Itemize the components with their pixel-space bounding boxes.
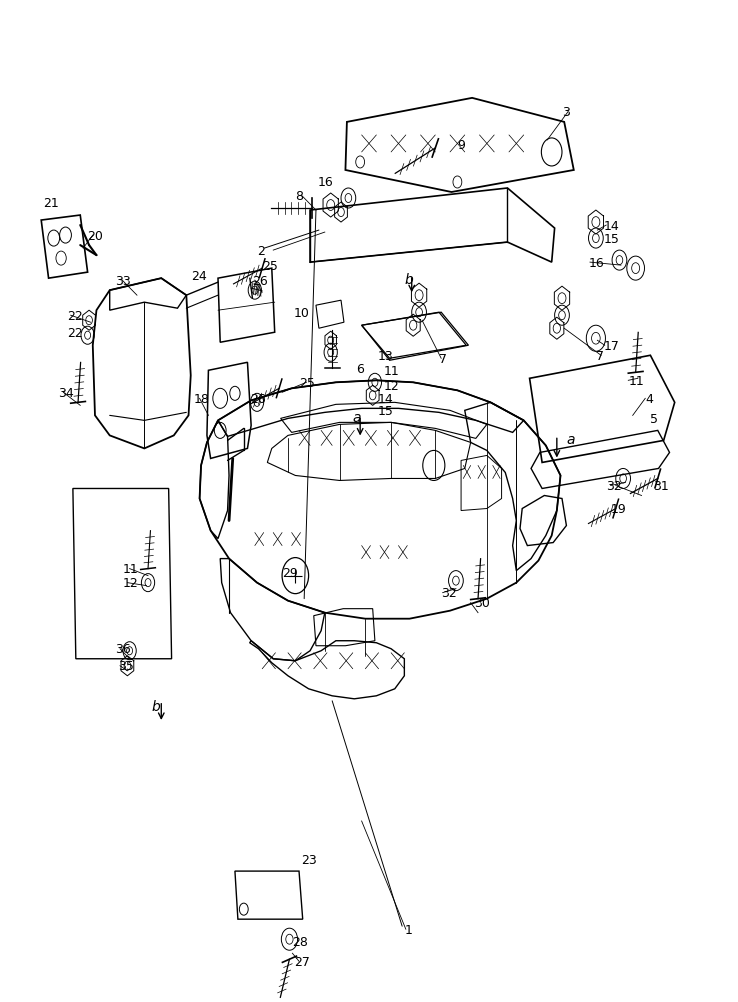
Text: 29: 29 bbox=[282, 566, 298, 579]
Text: a: a bbox=[566, 433, 575, 447]
Text: 24: 24 bbox=[190, 270, 207, 283]
Text: 9: 9 bbox=[458, 139, 465, 152]
Text: 10: 10 bbox=[294, 307, 310, 320]
Text: 36: 36 bbox=[115, 642, 131, 655]
Text: 21: 21 bbox=[44, 196, 59, 209]
Text: b: b bbox=[404, 273, 413, 287]
Text: 19: 19 bbox=[610, 503, 627, 515]
Text: 26: 26 bbox=[252, 275, 269, 288]
Text: 22: 22 bbox=[67, 327, 83, 340]
Text: 11: 11 bbox=[628, 375, 644, 388]
Text: 15: 15 bbox=[378, 405, 393, 418]
Text: 16: 16 bbox=[588, 257, 604, 270]
Text: 14: 14 bbox=[603, 219, 619, 232]
Text: 3: 3 bbox=[562, 106, 570, 119]
Text: 27: 27 bbox=[294, 955, 310, 968]
Text: 32: 32 bbox=[606, 480, 622, 493]
Text: 12: 12 bbox=[123, 576, 138, 589]
Text: 13: 13 bbox=[378, 350, 393, 363]
Text: 30: 30 bbox=[474, 596, 489, 609]
Text: 35: 35 bbox=[119, 659, 134, 672]
Text: 7: 7 bbox=[439, 353, 447, 366]
Text: 5: 5 bbox=[650, 413, 658, 426]
Text: 18: 18 bbox=[193, 393, 210, 406]
Text: 16: 16 bbox=[317, 176, 333, 189]
Text: a: a bbox=[353, 411, 362, 425]
Text: 25: 25 bbox=[299, 377, 315, 390]
Text: 2: 2 bbox=[257, 244, 265, 258]
Text: 14: 14 bbox=[378, 393, 393, 406]
Text: 17: 17 bbox=[603, 340, 619, 353]
Text: 20: 20 bbox=[88, 229, 103, 242]
Text: 15: 15 bbox=[603, 232, 619, 245]
Text: 23: 23 bbox=[301, 853, 317, 866]
Text: 11: 11 bbox=[384, 365, 399, 378]
Text: 31: 31 bbox=[652, 480, 669, 493]
Text: 26: 26 bbox=[249, 393, 266, 406]
Text: 1: 1 bbox=[404, 923, 413, 936]
Text: 7: 7 bbox=[596, 350, 604, 363]
Text: 32: 32 bbox=[441, 586, 457, 599]
Text: 12: 12 bbox=[384, 380, 399, 393]
Text: b: b bbox=[152, 699, 160, 713]
Text: 8: 8 bbox=[295, 189, 303, 202]
Text: 22: 22 bbox=[67, 310, 83, 323]
Text: 6: 6 bbox=[356, 363, 364, 376]
Text: 4: 4 bbox=[645, 393, 653, 406]
Text: 11: 11 bbox=[123, 562, 138, 575]
Text: 34: 34 bbox=[58, 387, 74, 400]
Text: 25: 25 bbox=[262, 260, 278, 273]
Text: 28: 28 bbox=[292, 935, 308, 948]
Text: 33: 33 bbox=[115, 275, 131, 288]
